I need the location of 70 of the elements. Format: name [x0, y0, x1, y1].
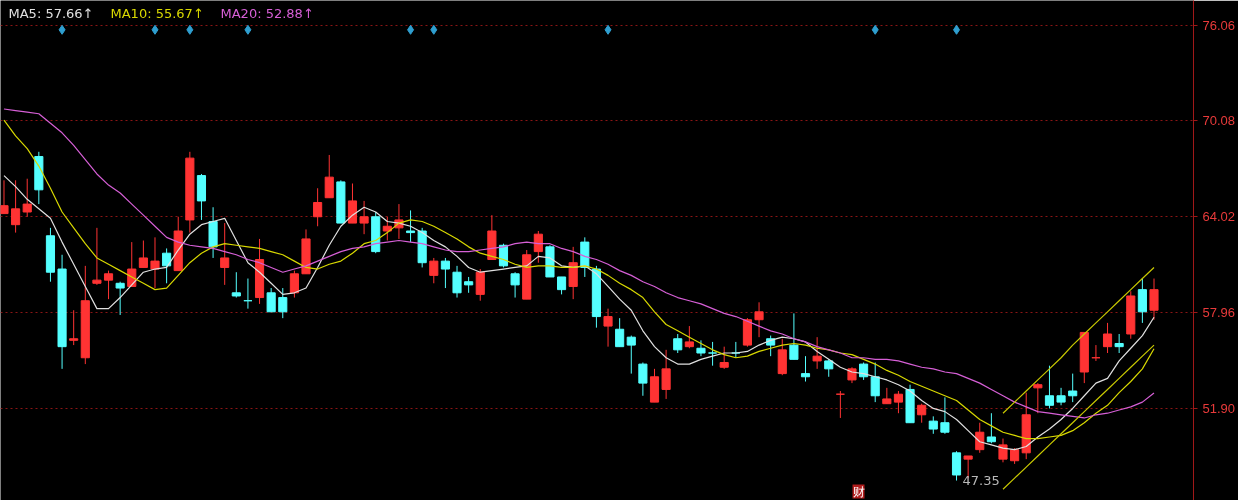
candlestick [452, 265, 462, 299]
candlestick [951, 450, 962, 482]
candlestick [893, 390, 904, 414]
candlestick [626, 335, 636, 375]
candlestick [347, 182, 358, 224]
candlestick [1114, 333, 1124, 354]
candlestick [917, 403, 927, 424]
candlestick [382, 216, 392, 242]
candlestick [789, 312, 799, 360]
y-tick-label: 51.90 [1202, 400, 1236, 416]
candlestick [777, 338, 787, 376]
candlestick [812, 336, 822, 370]
candlestick [638, 362, 648, 397]
candlestick [266, 287, 276, 313]
candlestick [533, 230, 543, 264]
candlestick [138, 240, 148, 268]
candlestick [870, 362, 880, 403]
candlestick [289, 270, 299, 299]
candlestick [1149, 278, 1159, 321]
candlestick [69, 309, 79, 346]
candlestick [1102, 322, 1113, 354]
y-tick-label: 57.96 [1202, 304, 1236, 320]
candlestick [719, 346, 729, 370]
candlestick [22, 178, 32, 218]
candlestick [324, 154, 334, 199]
candlestick [661, 349, 671, 400]
candlestick [1056, 387, 1066, 406]
candlestick [1033, 382, 1043, 414]
candlestick [405, 209, 416, 243]
candlestick [673, 333, 683, 354]
candlestick [440, 257, 450, 289]
annotation: 财 [852, 484, 865, 499]
candlestick [359, 200, 369, 235]
line-series [1002, 344, 1155, 490]
candlestick [103, 270, 114, 300]
candlestick [1137, 278, 1147, 324]
candlestick [510, 271, 520, 299]
y-tick-label: 76.06 [1202, 18, 1236, 34]
candlestick [313, 187, 323, 227]
text: MA20: 52.88↑ [220, 6, 314, 21]
candlestick [475, 268, 485, 302]
text: MA5: 57.66↑ [8, 6, 94, 21]
candlestick [115, 281, 125, 316]
candlestick [1068, 373, 1078, 403]
candlestick [162, 247, 172, 284]
candlestick [940, 396, 950, 435]
candlestick [11, 179, 21, 234]
candlestick [220, 222, 230, 286]
candlestick [278, 287, 288, 319]
candlestick [92, 227, 102, 286]
candlestick [568, 246, 578, 300]
line-series [1002, 266, 1155, 414]
candlestick [754, 301, 764, 338]
candlestick [1044, 365, 1055, 409]
text: MA10: 55.67↑ [110, 6, 204, 21]
candlestick [0, 179, 9, 215]
candlestick [986, 412, 996, 444]
candlestick [150, 236, 160, 289]
candlestick [603, 308, 613, 348]
candlestick [708, 341, 718, 367]
candlestick [615, 317, 625, 348]
y-tick-label: 70.08 [1202, 112, 1236, 128]
candlestick [231, 271, 241, 299]
candlestick [800, 355, 811, 383]
candlestick [696, 339, 706, 357]
candlestick [975, 422, 985, 454]
candlestick [429, 257, 439, 284]
candlestick [684, 325, 694, 349]
y-tick-label: 64.02 [1202, 208, 1236, 224]
annotation: 47.35 [962, 473, 1000, 489]
